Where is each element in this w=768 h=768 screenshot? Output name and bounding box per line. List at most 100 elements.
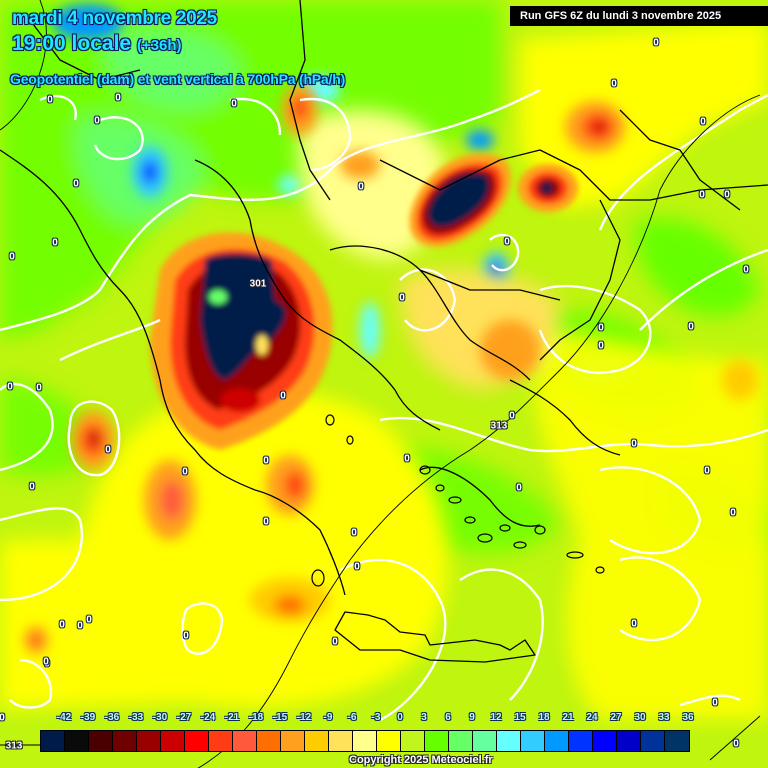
zero-contour-label: 0 <box>29 481 35 493</box>
zero-contour-label: 0 <box>358 181 364 193</box>
zero-contour-label: 0 <box>516 482 522 494</box>
zero-contour-label: 0 <box>0 712 5 724</box>
zero-contour-label: 0 <box>724 189 730 201</box>
zero-contour-label: 0 <box>743 264 749 276</box>
forecast-time: 19:00 locale (+36h) <box>12 32 182 56</box>
legend-label: 30 <box>634 712 646 723</box>
parameter-title: Geopotentiel (dam) et vent vertical à 70… <box>10 71 346 87</box>
legend-label: 27 <box>610 712 622 723</box>
isohypse-label: 313 <box>5 740 23 752</box>
legend-label: 9 <box>469 712 475 723</box>
legend-label: 24 <box>586 712 598 723</box>
zero-contour-label: 0 <box>115 92 121 104</box>
legend-label: -33 <box>128 712 144 723</box>
zero-contour-label: 0 <box>399 292 405 304</box>
zero-contour-label: 0 <box>700 116 706 128</box>
zero-contour-label: 0 <box>733 738 739 750</box>
zero-contour-label: 0 <box>73 178 79 190</box>
ascent-core-romania <box>409 153 511 247</box>
zero-contour-label: 0 <box>263 516 269 528</box>
zero-contour-label: 0 <box>730 507 736 519</box>
legend-label: -42 <box>56 712 72 723</box>
zero-contour-label: 0 <box>631 438 637 450</box>
zero-contour-label: 0 <box>9 251 15 263</box>
legend-swatch <box>521 731 545 751</box>
isohypse-label: 313 <box>490 420 508 432</box>
isohypse-label: 301 <box>249 278 267 290</box>
zero-contour-label: 0 <box>86 614 92 626</box>
legend-swatch <box>617 731 641 751</box>
zero-contour-label: 0 <box>183 630 189 642</box>
legend-label: 12 <box>490 712 502 723</box>
legend-swatch <box>425 731 449 751</box>
legend-swatch <box>569 731 593 751</box>
legend-swatch <box>545 731 569 751</box>
legend-label: 0 <box>397 712 403 723</box>
zero-contours <box>0 88 768 722</box>
zero-contour-label: 0 <box>653 37 659 49</box>
legend-swatch <box>185 731 209 751</box>
islands <box>311 414 605 587</box>
legend-swatch <box>281 731 305 751</box>
coastlines-borders <box>0 0 768 663</box>
zero-contour-label: 0 <box>332 636 338 648</box>
legend-label: 15 <box>514 712 526 723</box>
zero-contour-label: 0 <box>43 656 49 668</box>
zero-contour-label: 0 <box>351 527 357 539</box>
legend-label: 21 <box>562 712 574 723</box>
zero-contour-label: 0 <box>280 390 286 402</box>
legend-swatch <box>41 731 65 751</box>
zero-contour-label: 0 <box>712 697 718 709</box>
ascent-moderate <box>24 84 758 654</box>
zero-contour-label: 0 <box>704 465 710 477</box>
legend-label: -21 <box>224 712 240 723</box>
legend-labels: -42 -39 -36 -33 -30 -27 -24 -21 -18 -15 -12 -9 -6 -3 0… <box>40 712 740 726</box>
legend-label: 36 <box>682 712 694 723</box>
copyright: Copyright 2025 Meteociel.fr <box>349 754 493 766</box>
zero-contour-label: 0 <box>699 189 705 201</box>
run-info-banner: Run GFS 6Z du lundi 3 novembre 2025 <box>510 6 768 26</box>
legend-label: -18 <box>248 712 264 723</box>
zero-contour-label: 0 <box>77 620 83 632</box>
zero-contour-label: 0 <box>7 381 13 393</box>
zero-contour-label: 0 <box>509 410 515 422</box>
legend-swatch <box>401 731 425 751</box>
legend-label: -3 <box>371 712 381 723</box>
zero-contour-label: 0 <box>611 78 617 90</box>
legend-label: -15 <box>272 712 288 723</box>
ascent-core-ukraine <box>518 164 578 212</box>
legend-swatch <box>209 731 233 751</box>
legend-swatch <box>641 731 665 751</box>
legend-label: -39 <box>80 712 96 723</box>
legend-label: 33 <box>658 712 670 723</box>
legend-label: -30 <box>152 712 168 723</box>
zero-contour-label: 0 <box>47 94 53 106</box>
legend-swatch <box>137 731 161 751</box>
zero-contour-label: 0 <box>36 382 42 394</box>
legend-label: -12 <box>296 712 312 723</box>
legend-label: -27 <box>176 712 192 723</box>
legend-swatch <box>305 731 329 751</box>
legend-swatch <box>497 731 521 751</box>
zero-contour-label: 0 <box>263 455 269 467</box>
legend-swatch <box>593 731 617 751</box>
legend-label: 18 <box>538 712 550 723</box>
zero-contour-label: 0 <box>44 658 50 670</box>
zero-contour-label: 0 <box>94 115 100 127</box>
zero-contour-label: 0 <box>231 98 237 110</box>
legend-swatch <box>113 731 137 751</box>
ascent-core-italy <box>150 232 333 450</box>
legend-swatch <box>257 731 281 751</box>
zero-contour-label: 0 <box>354 561 360 573</box>
forecast-time-value: 19:00 locale <box>12 32 132 55</box>
legend-swatch <box>473 731 497 751</box>
legend-swatch <box>89 731 113 751</box>
zero-contour-label: 0 <box>688 321 694 333</box>
legend-label: -36 <box>104 712 120 723</box>
legend-label: -9 <box>323 712 333 723</box>
legend-swatch <box>449 731 473 751</box>
zero-contour-label: 0 <box>598 340 604 352</box>
zero-contour-label: 0 <box>404 453 410 465</box>
